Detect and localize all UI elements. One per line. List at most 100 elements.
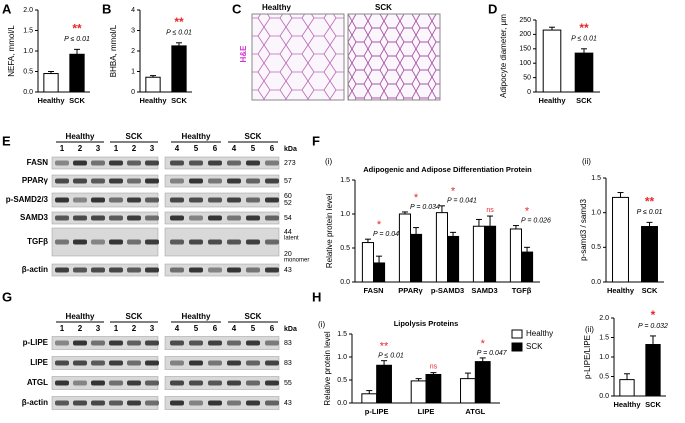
band (170, 380, 184, 386)
p-value: P = 0.049 (373, 231, 403, 238)
band (91, 380, 105, 386)
band (208, 380, 222, 386)
band (227, 239, 241, 245)
y-tick-label: 1.0 (337, 354, 347, 361)
x-tick-label: Healthy (139, 96, 167, 105)
y-tick-label: 2 (131, 48, 135, 55)
lane-label: 2 (78, 324, 83, 333)
band (73, 239, 87, 245)
y-axis-label: p-LIPE/LIPE (583, 335, 592, 379)
bar (641, 226, 658, 283)
lane-label: 4 (175, 324, 180, 333)
panel-label: D (488, 1, 497, 16)
kda: 83 (284, 340, 292, 347)
p-value: P = 0.026 (521, 217, 551, 224)
band (265, 160, 279, 166)
y-tick-label: 200 (519, 31, 531, 38)
band (73, 178, 87, 184)
bar (509, 228, 522, 283)
bar (425, 373, 442, 404)
x-tick-label: PPARγ (398, 286, 423, 295)
y-tick-label: 1.5 (591, 175, 601, 182)
bar (69, 53, 85, 93)
kda: latent (284, 236, 299, 242)
row-label: p-SAMD2/3 (6, 195, 49, 204)
band (91, 160, 105, 166)
band (246, 239, 260, 245)
lane-label: 3 (96, 324, 101, 333)
band (73, 197, 87, 203)
significance: ** (645, 195, 655, 209)
y-tick-label: 250 (519, 17, 531, 24)
band (55, 215, 69, 221)
sub-label: (ii) (585, 325, 594, 334)
band (145, 160, 159, 166)
band (145, 360, 159, 366)
band (246, 380, 260, 386)
band (55, 400, 69, 406)
band (246, 360, 260, 366)
band (170, 215, 184, 221)
bar (376, 364, 392, 404)
bar (398, 213, 411, 283)
band (265, 267, 279, 273)
y-tick-label: 1.0 (599, 354, 609, 361)
group-label: Healthy (182, 132, 211, 141)
band (208, 267, 222, 273)
legend-label: Healthy (526, 329, 553, 338)
band (189, 360, 203, 366)
y-tick-label: 1.0 (23, 48, 33, 55)
band (91, 400, 105, 406)
row-label: SAMD3 (20, 213, 49, 222)
y-tick-label: 100 (519, 60, 531, 67)
lane-label: 2 (132, 324, 137, 333)
x-tick-label: p-SAMD3 (431, 286, 464, 295)
bar (145, 76, 161, 93)
x-tick-label: Healthy (607, 286, 635, 295)
band (127, 197, 141, 203)
band (73, 160, 87, 166)
band (227, 197, 241, 203)
band (73, 400, 87, 406)
band (246, 340, 260, 346)
panel-label: E (2, 133, 11, 148)
x-tick-label: SCK (69, 96, 85, 105)
band (55, 340, 69, 346)
lane-label: 3 (150, 324, 155, 333)
bar (410, 233, 423, 283)
y-tick-label: 1.5 (340, 177, 350, 184)
row-label: β-actin (22, 398, 48, 407)
band (127, 267, 141, 273)
y-tick-label: 0.5 (591, 244, 601, 251)
band (109, 267, 123, 273)
significance: ns (486, 207, 494, 214)
band (55, 160, 69, 166)
p-value: P ≤ 0.01 (378, 353, 404, 360)
sub-label: (ii) (582, 157, 591, 166)
row-label: ATGL (27, 378, 48, 387)
band (145, 239, 159, 245)
bar (612, 196, 629, 283)
band (145, 340, 159, 346)
band (109, 400, 123, 406)
kda: 52 (284, 200, 292, 207)
kda: monomer (284, 258, 309, 264)
band (145, 178, 159, 184)
row-label: PPARγ (22, 176, 49, 185)
lane-label: 4 (232, 144, 237, 153)
bar (484, 225, 497, 283)
band (127, 380, 141, 386)
band (246, 400, 260, 406)
band (265, 360, 279, 366)
x-tick-label: FASN (363, 286, 383, 295)
band (208, 340, 222, 346)
band (189, 267, 203, 273)
bar (460, 378, 476, 404)
y-tick-label: 1.0 (340, 211, 350, 218)
panel-label: F (312, 133, 320, 148)
row-label: p-LIPE (23, 338, 49, 347)
band (227, 215, 241, 221)
band (208, 178, 222, 184)
lane-label: 5 (194, 144, 199, 153)
x-tick-label: LIPE (418, 407, 435, 416)
